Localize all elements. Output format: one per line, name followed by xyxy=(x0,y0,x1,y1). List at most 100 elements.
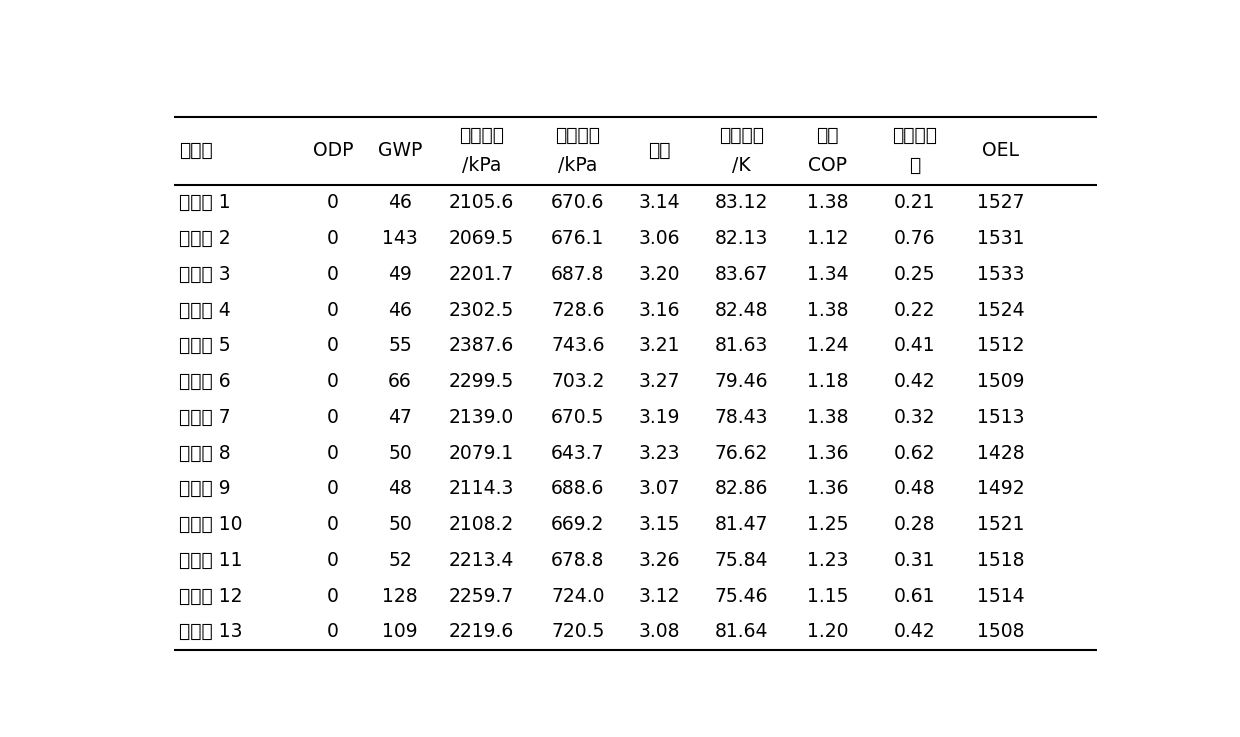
Text: 46: 46 xyxy=(388,301,412,320)
Text: 实施例 12: 实施例 12 xyxy=(179,587,243,606)
Text: 678.8: 678.8 xyxy=(551,551,605,570)
Text: 1.12: 1.12 xyxy=(807,229,848,248)
Text: 相对: 相对 xyxy=(816,126,839,145)
Text: 2302.5: 2302.5 xyxy=(449,301,515,320)
Text: 720.5: 720.5 xyxy=(551,622,605,641)
Text: 75.46: 75.46 xyxy=(714,587,768,606)
Text: 3.08: 3.08 xyxy=(639,622,681,641)
Text: 55: 55 xyxy=(388,336,412,355)
Text: 2105.6: 2105.6 xyxy=(449,193,515,212)
Text: 相对易燃: 相对易燃 xyxy=(892,126,936,145)
Text: 排气温度: 排气温度 xyxy=(719,126,764,145)
Text: 2259.7: 2259.7 xyxy=(449,587,515,606)
Text: 1.24: 1.24 xyxy=(807,336,848,355)
Text: 1492: 1492 xyxy=(977,479,1024,498)
Text: 0: 0 xyxy=(327,408,339,427)
Text: 0: 0 xyxy=(327,479,339,498)
Text: 蒸发压力: 蒸发压力 xyxy=(556,126,600,145)
Text: 1531: 1531 xyxy=(977,229,1024,248)
Text: 78.43: 78.43 xyxy=(714,408,768,427)
Text: 1.15: 1.15 xyxy=(807,587,848,606)
Text: 0: 0 xyxy=(327,336,339,355)
Text: 1533: 1533 xyxy=(977,265,1024,284)
Text: 2108.2: 2108.2 xyxy=(449,515,515,534)
Text: 实施例 4: 实施例 4 xyxy=(179,301,231,320)
Text: 实施例 6: 实施例 6 xyxy=(179,372,231,391)
Text: 743.6: 743.6 xyxy=(551,336,605,355)
Text: 0.31: 0.31 xyxy=(894,551,935,570)
Text: 实施例 7: 实施例 7 xyxy=(179,408,231,427)
Text: 0.41: 0.41 xyxy=(893,336,935,355)
Text: 1.23: 1.23 xyxy=(807,551,848,570)
Text: 0: 0 xyxy=(327,622,339,641)
Text: 643.7: 643.7 xyxy=(551,444,605,463)
Text: 66: 66 xyxy=(388,372,412,391)
Text: 0.28: 0.28 xyxy=(894,515,935,534)
Text: 76.62: 76.62 xyxy=(714,444,768,463)
Text: 0.61: 0.61 xyxy=(894,587,935,606)
Text: 49: 49 xyxy=(388,265,412,284)
Text: 1.25: 1.25 xyxy=(807,515,848,534)
Text: 52: 52 xyxy=(388,551,412,570)
Text: 实施例 2: 实施例 2 xyxy=(179,229,231,248)
Text: 1.38: 1.38 xyxy=(807,301,848,320)
Text: 0: 0 xyxy=(327,587,339,606)
Text: 1508: 1508 xyxy=(977,622,1024,641)
Text: 1513: 1513 xyxy=(977,408,1024,427)
Text: 0.48: 0.48 xyxy=(893,479,935,498)
Text: 1521: 1521 xyxy=(977,515,1024,534)
Text: 82.48: 82.48 xyxy=(714,301,768,320)
Text: 2213.4: 2213.4 xyxy=(449,551,515,570)
Text: 0.22: 0.22 xyxy=(894,301,935,320)
Text: 109: 109 xyxy=(382,622,418,641)
Text: 83.12: 83.12 xyxy=(714,193,768,212)
Text: 728.6: 728.6 xyxy=(551,301,605,320)
Text: 2079.1: 2079.1 xyxy=(449,444,515,463)
Text: 1527: 1527 xyxy=(977,193,1024,212)
Text: 3.14: 3.14 xyxy=(639,193,681,212)
Text: 1512: 1512 xyxy=(977,336,1024,355)
Text: 687.8: 687.8 xyxy=(551,265,605,284)
Text: 0.21: 0.21 xyxy=(894,193,935,212)
Text: 81.64: 81.64 xyxy=(714,622,768,641)
Text: 1524: 1524 xyxy=(977,301,1024,320)
Text: 670.5: 670.5 xyxy=(551,408,605,427)
Text: 83.67: 83.67 xyxy=(714,265,768,284)
Text: 676.1: 676.1 xyxy=(551,229,605,248)
Text: 3.07: 3.07 xyxy=(639,479,681,498)
Text: 3.16: 3.16 xyxy=(639,301,681,320)
Text: 670.6: 670.6 xyxy=(551,193,605,212)
Text: 0.32: 0.32 xyxy=(894,408,935,427)
Text: 实施例 8: 实施例 8 xyxy=(179,444,231,463)
Text: 实施例 10: 实施例 10 xyxy=(179,515,243,534)
Text: 实施例 9: 实施例 9 xyxy=(179,479,231,498)
Text: 2139.0: 2139.0 xyxy=(449,408,515,427)
Text: 82.13: 82.13 xyxy=(714,229,768,248)
Text: 0: 0 xyxy=(327,551,339,570)
Text: /kPa: /kPa xyxy=(463,156,501,175)
Text: 实施例 5: 实施例 5 xyxy=(179,336,231,355)
Text: 值: 值 xyxy=(909,156,920,175)
Text: 1.18: 1.18 xyxy=(807,372,848,391)
Text: 0: 0 xyxy=(327,301,339,320)
Text: 0.25: 0.25 xyxy=(894,265,935,284)
Text: 0.76: 0.76 xyxy=(894,229,935,248)
Text: 2219.6: 2219.6 xyxy=(449,622,515,641)
Text: OEL: OEL xyxy=(982,142,1019,161)
Text: 47: 47 xyxy=(388,408,412,427)
Text: 2201.7: 2201.7 xyxy=(449,265,515,284)
Text: 81.63: 81.63 xyxy=(714,336,768,355)
Text: 实施例 11: 实施例 11 xyxy=(179,551,243,570)
Text: 81.47: 81.47 xyxy=(714,515,768,534)
Text: 128: 128 xyxy=(382,587,418,606)
Text: 1509: 1509 xyxy=(977,372,1024,391)
Text: 1.20: 1.20 xyxy=(807,622,848,641)
Text: 2069.5: 2069.5 xyxy=(449,229,515,248)
Text: 703.2: 703.2 xyxy=(551,372,605,391)
Text: 实施例 3: 实施例 3 xyxy=(179,265,231,284)
Text: 3.21: 3.21 xyxy=(639,336,681,355)
Text: 2299.5: 2299.5 xyxy=(449,372,515,391)
Text: 冷凝压力: 冷凝压力 xyxy=(459,126,505,145)
Text: 50: 50 xyxy=(388,515,412,534)
Text: 75.84: 75.84 xyxy=(714,551,768,570)
